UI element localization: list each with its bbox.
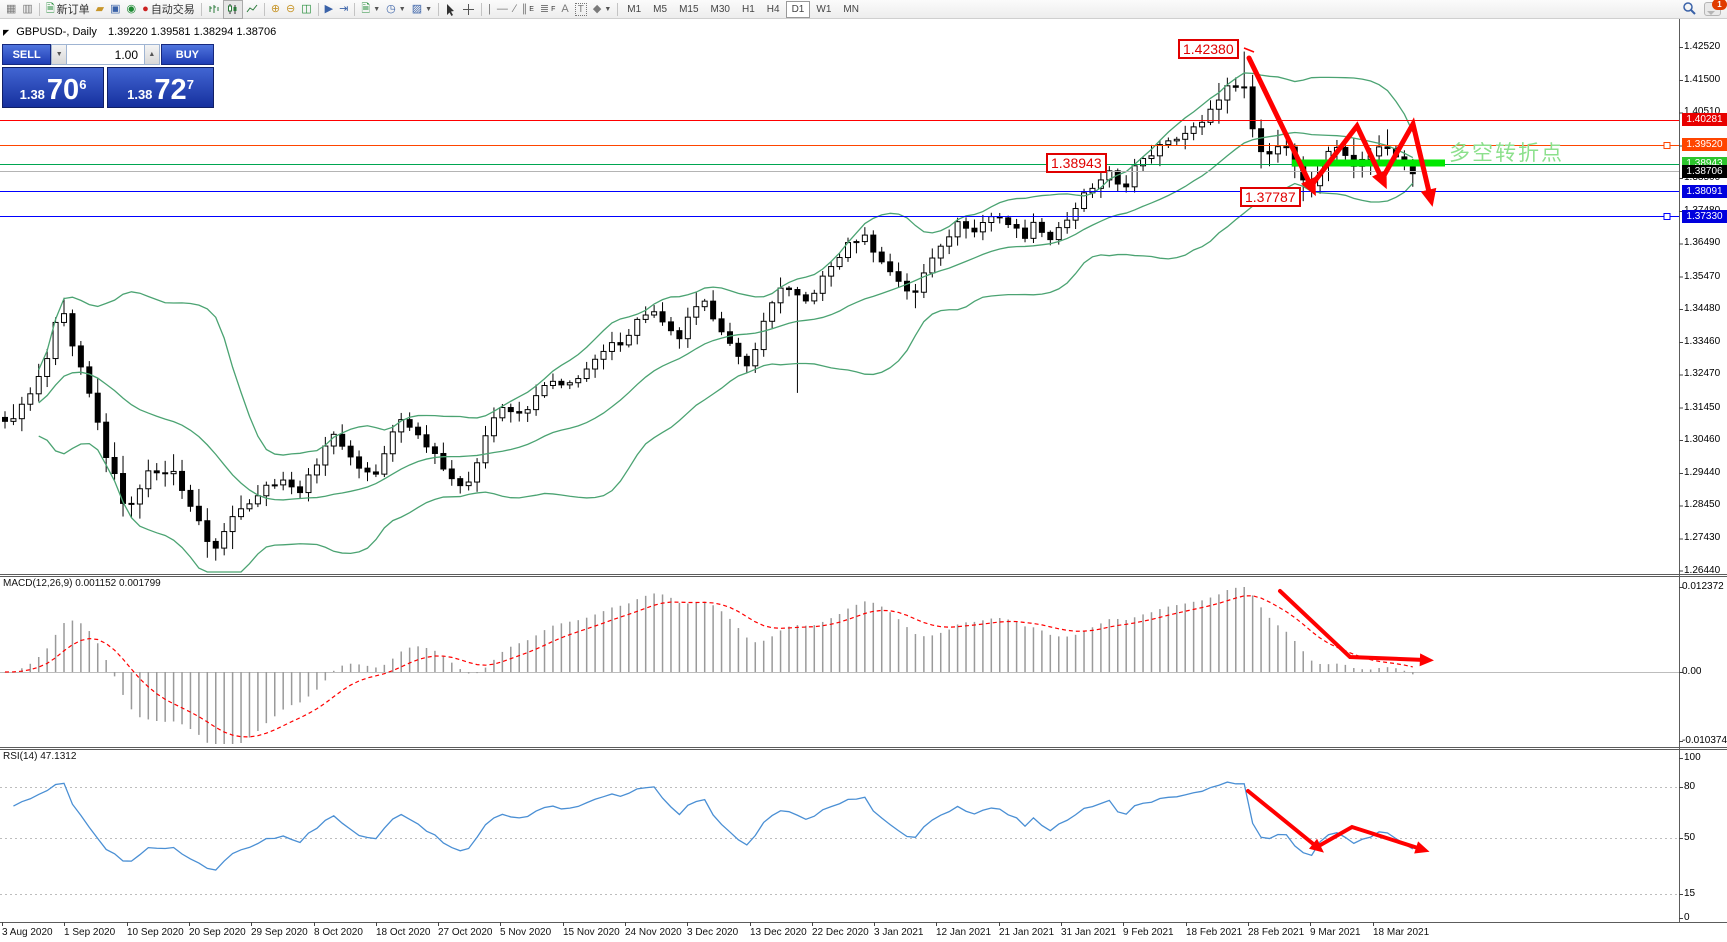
bar-chart-icon[interactable] bbox=[205, 1, 223, 18]
autoscroll-icon[interactable]: ▶ bbox=[324, 2, 334, 15]
zoom-out-icon[interactable]: ⊖ bbox=[286, 2, 296, 15]
shapes-tool-icon[interactable]: ◆ ▼ bbox=[592, 2, 612, 15]
toolbar-separator bbox=[438, 2, 440, 16]
strategy-tester-icon[interactable]: ▥ bbox=[22, 2, 33, 15]
toolbar-separator bbox=[200, 2, 202, 16]
new-order-label: 新订单 bbox=[56, 4, 90, 16]
buy-price-big: 72 bbox=[154, 74, 187, 106]
timeframe-button-m15[interactable]: M15 bbox=[679, 3, 699, 15]
one-click-trading-panel: SELL ▼ 1.00 ▲ BUY 1.38 70 6 1.38 72 7 bbox=[2, 44, 215, 108]
buy-price-small: 1.38 bbox=[127, 87, 153, 102]
crosshair-icon[interactable] bbox=[459, 1, 478, 18]
notifications-icon[interactable]: 1 bbox=[1704, 0, 1727, 16]
tile-windows-icon[interactable]: ◫ bbox=[301, 2, 312, 15]
timeframe-button-d1[interactable]: D1 bbox=[785, 0, 811, 18]
toolbar-separator bbox=[481, 2, 483, 16]
buy-button[interactable]: BUY bbox=[160, 44, 215, 65]
sell-price-display[interactable]: 1.38 70 6 bbox=[2, 67, 105, 108]
volume-increase-button[interactable]: ▲ bbox=[144, 44, 160, 65]
search-icon[interactable] bbox=[1682, 1, 1696, 18]
line-handle[interactable] bbox=[1663, 142, 1671, 149]
fibonacci-tool-icon[interactable]: ≣ F bbox=[539, 2, 556, 15]
candle-chart-icon[interactable] bbox=[222, 0, 243, 19]
cursor-icon[interactable] bbox=[442, 1, 459, 18]
candlestick-series bbox=[2, 51, 1416, 561]
price-trend-arrow[interactable] bbox=[1246, 55, 1314, 189]
indicators-button[interactable]: 🗎 ▼ bbox=[361, 2, 381, 15]
charts-window-icon[interactable]: ▦ bbox=[6, 2, 17, 15]
timeframe-button-mn[interactable]: MN bbox=[843, 3, 859, 15]
rsi-trend-arrow[interactable] bbox=[1246, 789, 1423, 851]
panel-separators bbox=[0, 19, 1727, 926]
timeframe-button-m1[interactable]: M1 bbox=[627, 3, 642, 15]
macd-panel bbox=[0, 587, 1679, 744]
text-tool-icon[interactable]: A bbox=[561, 2, 569, 15]
trend-annotations[interactable] bbox=[1243, 47, 1445, 854]
timeframe-button-h1[interactable]: H1 bbox=[741, 3, 755, 15]
sell-button[interactable]: SELL bbox=[2, 44, 52, 65]
signals-icon[interactable]: ◉ bbox=[126, 2, 137, 15]
new-order-button[interactable]: 🗎 新订单 bbox=[45, 2, 90, 17]
volume-input[interactable]: 1.00 bbox=[67, 44, 144, 65]
sell-price-pip: 6 bbox=[79, 77, 87, 92]
notification-badge: 1 bbox=[1712, 0, 1727, 10]
tool bar-separator bbox=[263, 2, 265, 16]
zoom-in-icon[interactable]: ⊕ bbox=[270, 2, 281, 15]
main-toolbar: ▦ ▥ 🗎 新订单 ▰ ▣ ◉ ● 自动交易 ⊕ ⊖ ◫ ▶ ⇥ 🗎 ▼ ◷ ▼ ▨ ▼ … bbox=[0, 0, 1727, 19]
symbol-period-label: GBPUSD-, Daily bbox=[16, 26, 97, 38]
line-handle[interactable] bbox=[1663, 213, 1671, 220]
toolbar-separator bbox=[354, 2, 356, 16]
buy-price-pip: 7 bbox=[186, 77, 194, 92]
chart-title: ◤ GBPUSD-, Daily 1.39220 1.39581 1.38294… bbox=[3, 26, 276, 38]
buy-price-display[interactable]: 1.38 72 7 bbox=[107, 67, 214, 108]
volume-decrease-button[interactable]: ▼ bbox=[51, 44, 68, 65]
label-tool-icon[interactable]: T bbox=[572, 1, 590, 18]
rsi-panel bbox=[0, 781, 1679, 895]
chart-shift-icon[interactable]: ⇥ bbox=[339, 2, 349, 15]
chart-corner-icon[interactable]: ◤ bbox=[3, 28, 10, 37]
trendline-tool-icon[interactable]: ∕ bbox=[513, 2, 516, 15]
timeframe-button-h4[interactable]: H4 bbox=[766, 3, 780, 15]
timeframe-button-m5[interactable]: M5 bbox=[653, 3, 668, 15]
terminal-icon[interactable]: ▣ bbox=[110, 2, 121, 15]
timeframe-button-w1[interactable]: W1 bbox=[816, 3, 832, 15]
line-chart-icon[interactable] bbox=[243, 1, 261, 18]
sell-price-small: 1.38 bbox=[19, 87, 45, 102]
autotrading-button[interactable]: ● 自动交易 bbox=[142, 2, 195, 17]
macd-signal-line bbox=[4, 595, 1413, 738]
macd-trend-arrow[interactable] bbox=[1278, 589, 1427, 662]
timeframe-toolbar: M1 M5 M15 M30 H1 H4 D1 W1 MN bbox=[621, 0, 865, 18]
ohlc-values: 1.39220 1.39581 1.38294 1.38706 bbox=[107, 26, 277, 38]
eraser-icon[interactable]: ▰ bbox=[95, 2, 105, 15]
timeframe-button-m30[interactable]: M30 bbox=[710, 3, 730, 15]
channel-tool-icon[interactable]: ∥ E bbox=[521, 2, 534, 15]
autotrading-label: 自动交易 bbox=[150, 4, 195, 16]
toolbar-separator bbox=[317, 2, 319, 16]
bollinger-bands bbox=[38, 72, 1414, 573]
toolbar-separator bbox=[617, 2, 619, 16]
pivot-green-bar[interactable] bbox=[1292, 159, 1445, 167]
sell-price-big: 70 bbox=[46, 74, 80, 106]
hline-tool-icon[interactable]: — bbox=[496, 2, 508, 15]
periods-button[interactable]: ◷ ▼ bbox=[386, 2, 406, 15]
toolbar-separator bbox=[38, 2, 40, 16]
vline-tool-icon[interactable]: | bbox=[488, 2, 491, 15]
horizontal-line-objects[interactable] bbox=[0, 120, 1679, 220]
templates-button[interactable]: ▨ ▼ bbox=[411, 2, 433, 15]
rsi-line bbox=[13, 781, 1414, 871]
